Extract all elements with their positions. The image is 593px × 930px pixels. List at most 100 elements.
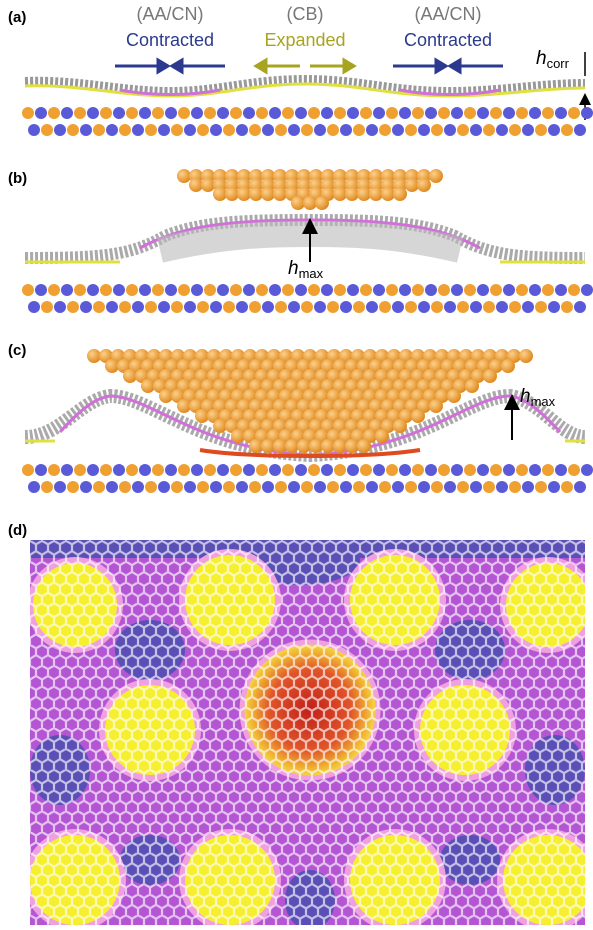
gold-atom xyxy=(273,187,287,201)
substrate-atom xyxy=(106,301,118,313)
substrate-atom xyxy=(470,124,482,136)
substrate-atom xyxy=(490,107,502,119)
substrate-atom xyxy=(41,301,53,313)
substrate-atom xyxy=(464,107,476,119)
substrate-atom xyxy=(35,464,47,476)
substrate-atom xyxy=(275,481,287,493)
substrate-atom xyxy=(451,107,463,119)
substrate-atom xyxy=(243,284,255,296)
substrate-atom xyxy=(392,301,404,313)
substrate-atom xyxy=(106,481,118,493)
substrate-atom xyxy=(236,481,248,493)
substrate-atom xyxy=(451,284,463,296)
substrate-atom xyxy=(178,464,190,476)
substrate-atom xyxy=(373,284,385,296)
substrate-atom xyxy=(431,124,443,136)
substrate-atom xyxy=(158,301,170,313)
gold-atom xyxy=(369,187,383,201)
substrate-atom xyxy=(503,107,515,119)
substrate-atom xyxy=(262,301,274,313)
substrate-atom xyxy=(80,124,92,136)
substrate-atom xyxy=(119,481,131,493)
substrate-atom xyxy=(464,464,476,476)
substrate-atom xyxy=(477,284,489,296)
substrate-atom xyxy=(256,284,268,296)
substrate-atom xyxy=(490,464,502,476)
gold-atom xyxy=(237,187,251,201)
substrate-atom xyxy=(340,481,352,493)
gold-atom xyxy=(177,399,191,413)
substrate-atom xyxy=(197,301,209,313)
substrate-atom xyxy=(158,481,170,493)
substrate-atom xyxy=(457,481,469,493)
substrate-atom xyxy=(282,107,294,119)
substrate-atom xyxy=(288,124,300,136)
substrate-atom xyxy=(132,481,144,493)
substrate-atom xyxy=(347,464,359,476)
substrate-atom xyxy=(87,284,99,296)
gold-atom xyxy=(303,196,317,210)
substrate-atom xyxy=(132,124,144,136)
substrate-atom xyxy=(516,464,528,476)
substrate-atom xyxy=(61,464,73,476)
gold-atom xyxy=(315,196,329,210)
substrate-atom xyxy=(496,301,508,313)
substrate-atom xyxy=(295,107,307,119)
substrate-atom xyxy=(347,107,359,119)
substrate-atom xyxy=(334,284,346,296)
gold-atom xyxy=(393,419,407,433)
substrate-atom xyxy=(204,284,216,296)
substrate-atom xyxy=(503,284,515,296)
gold-atom xyxy=(429,399,443,413)
substrate-atom xyxy=(132,301,144,313)
substrate-atom xyxy=(548,124,560,136)
substrate-atom xyxy=(48,464,60,476)
substrate-atom xyxy=(74,464,86,476)
substrate-atom xyxy=(275,301,287,313)
substrate-atom xyxy=(93,301,105,313)
substrate-atom xyxy=(425,284,437,296)
substrate-atom xyxy=(288,301,300,313)
substrate-atom xyxy=(67,301,79,313)
substrate-atom xyxy=(204,107,216,119)
height-label: hmax xyxy=(520,386,556,409)
substrate-atom xyxy=(470,301,482,313)
substrate-atom xyxy=(327,481,339,493)
substrate-atom xyxy=(217,464,229,476)
substrate-atom xyxy=(509,481,521,493)
substrate-atom xyxy=(561,301,573,313)
substrate-atom xyxy=(568,284,580,296)
gold-atom xyxy=(249,187,263,201)
substrate-atom xyxy=(379,301,391,313)
gold-atom xyxy=(375,429,389,443)
substrate-atom xyxy=(100,107,112,119)
panel-label: (d) xyxy=(8,522,27,539)
substrate-atom xyxy=(210,124,222,136)
substrate-atom xyxy=(191,464,203,476)
substrate-atom xyxy=(405,481,417,493)
substrate-atom xyxy=(171,301,183,313)
substrate-atom xyxy=(340,301,352,313)
substrate-atom xyxy=(35,284,47,296)
substrate-atom xyxy=(48,284,60,296)
gold-atom xyxy=(333,187,347,201)
gold-atom xyxy=(123,369,137,383)
substrate-atom xyxy=(22,464,34,476)
substrate-atom xyxy=(184,301,196,313)
substrate-atom xyxy=(145,124,157,136)
substrate-atom xyxy=(529,107,541,119)
region-label: (AA/CN) xyxy=(137,4,204,24)
substrate-atom xyxy=(275,124,287,136)
substrate-atom xyxy=(353,301,365,313)
substrate-atom xyxy=(126,284,138,296)
substrate-atom xyxy=(178,107,190,119)
substrate-atom xyxy=(217,107,229,119)
substrate-atom xyxy=(373,464,385,476)
substrate-atom xyxy=(74,284,86,296)
gold-atom xyxy=(357,187,371,201)
substrate-atom xyxy=(54,124,66,136)
substrate-atom xyxy=(438,107,450,119)
substrate-atom xyxy=(249,124,261,136)
gold-atom xyxy=(381,187,395,201)
gold-atom xyxy=(447,389,461,403)
